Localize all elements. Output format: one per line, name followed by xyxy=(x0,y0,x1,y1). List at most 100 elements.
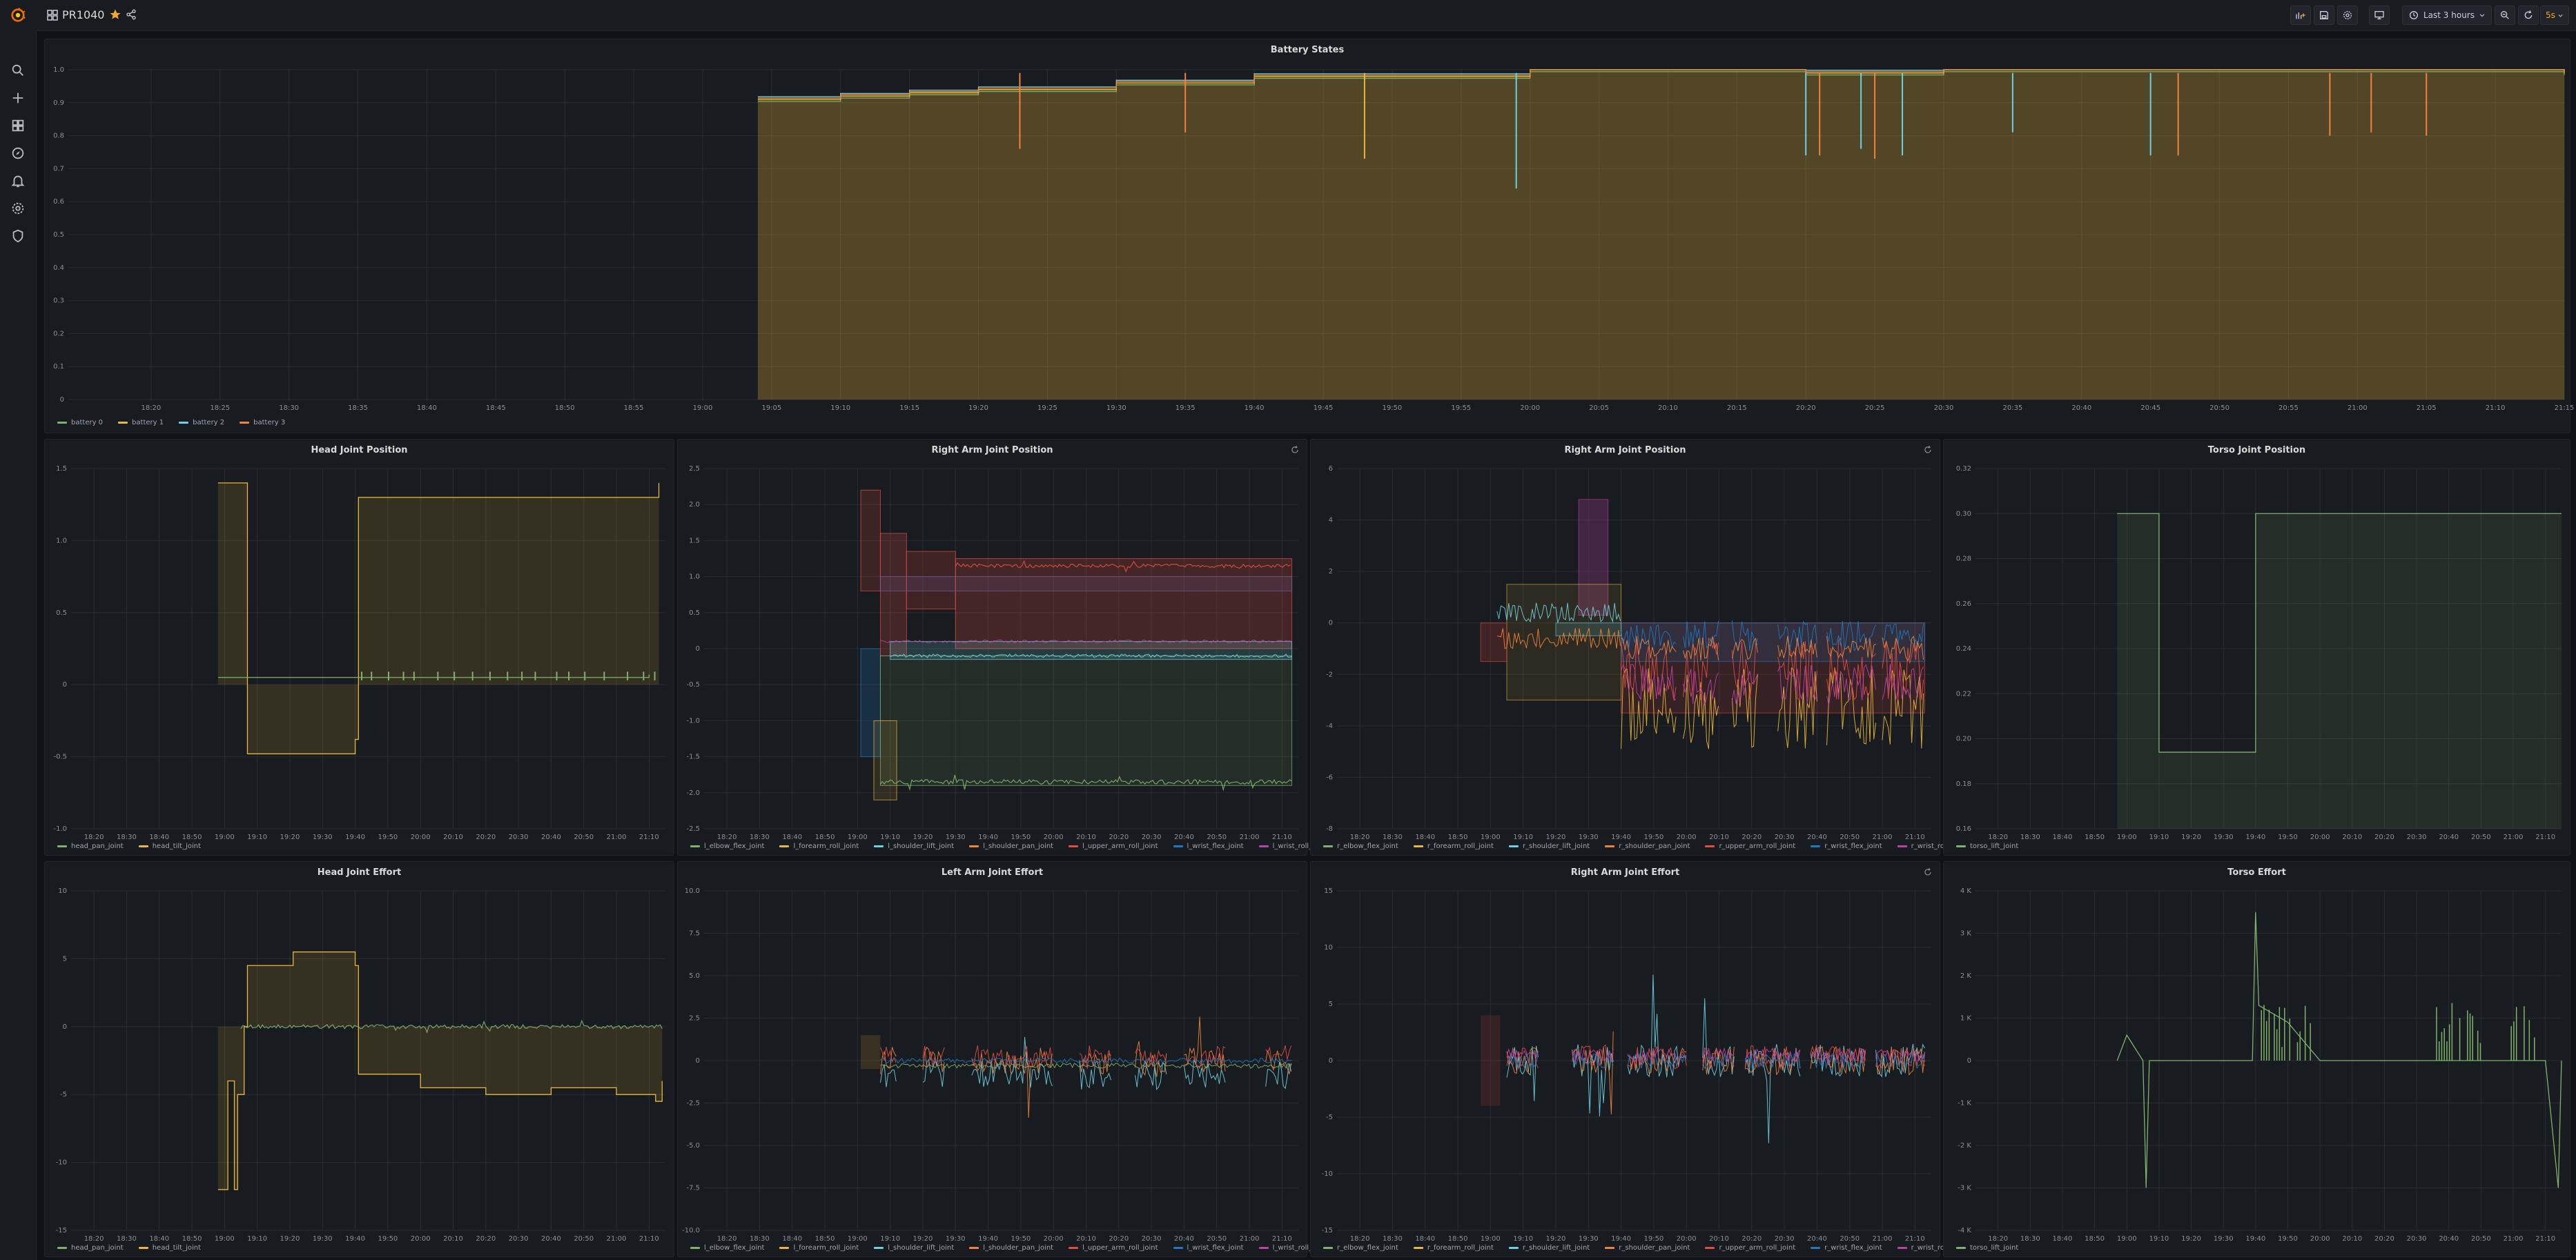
panel-title[interactable]: Head Joint Position xyxy=(311,445,408,455)
create-button[interactable] xyxy=(6,86,30,110)
legend-item[interactable]: r_elbow_flex_joint xyxy=(1323,1244,1398,1252)
refresh-icon[interactable] xyxy=(1290,445,1300,455)
refresh-icon[interactable] xyxy=(1923,867,1933,877)
chevron-down-icon xyxy=(2558,14,2563,17)
panel-title[interactable]: Left Arm Joint Effort xyxy=(941,867,1044,878)
x-tick-label: 18:20 xyxy=(1988,834,2008,841)
y-tick-label: 0 xyxy=(1967,1057,1971,1065)
x-tick-label: 20:10 xyxy=(1076,1235,1096,1243)
legend-item[interactable]: l_forearm_roll_joint xyxy=(779,1244,859,1252)
r-wrist-roll-effort xyxy=(1875,1049,1925,1062)
configuration-button[interactable] xyxy=(6,196,30,221)
legend-label: l_wrist_flex_joint xyxy=(1187,1244,1244,1252)
x-tick-label: 18:30 xyxy=(2020,834,2040,841)
legend-label: head_pan_joint xyxy=(71,1244,124,1252)
x-tick-label: 19:00 xyxy=(215,834,235,841)
legend-item[interactable]: battery 2 xyxy=(179,419,224,426)
refresh-interval-picker[interactable]: 5s xyxy=(2540,6,2569,25)
x-tick-label: 20:30 xyxy=(2407,1235,2427,1243)
legend-label: r_wrist_flex_joint xyxy=(1824,843,1882,850)
server-admin-button[interactable] xyxy=(6,224,30,248)
legend-item[interactable]: r_shoulder_pan_joint xyxy=(1605,1244,1690,1252)
cycle-view-mode-button[interactable] xyxy=(2369,6,2390,25)
panel-title[interactable]: Torso Joint Position xyxy=(2207,445,2306,455)
r-upper-arm-roll-series xyxy=(1731,641,1758,699)
add-panel-button[interactable] xyxy=(2290,6,2311,25)
legend-item[interactable]: r_wrist_roll_joint xyxy=(1897,843,1967,850)
legend-item[interactable]: r_forearm_roll_joint xyxy=(1413,1244,1494,1252)
legend-item[interactable]: l_wrist_roll_joint xyxy=(1258,1244,1327,1252)
save-dashboard-button[interactable] xyxy=(2314,6,2334,25)
legend-item[interactable]: l_elbow_flex_joint xyxy=(690,843,764,850)
y-tick-label: -4 xyxy=(1326,722,1333,730)
legend-item[interactable]: r_upper_arm_roll_joint xyxy=(1705,1244,1795,1252)
star-icon[interactable] xyxy=(109,8,121,21)
legend-item[interactable]: r_wrist_roll_joint xyxy=(1897,1244,1967,1252)
x-tick-label: 20:00 xyxy=(2310,834,2330,841)
x-tick-label: 18:40 xyxy=(2053,1235,2073,1243)
alerting-button[interactable] xyxy=(6,168,30,193)
legend-label: l_forearm_roll_joint xyxy=(793,1244,859,1252)
x-tick-label: 21:10 xyxy=(1272,834,1292,841)
legend-item[interactable]: r_wrist_flex_joint xyxy=(1811,1244,1882,1252)
share-icon[interactable] xyxy=(126,9,137,20)
x-tick-label: 20:40 xyxy=(1807,1235,1827,1243)
dashboard-settings-button[interactable] xyxy=(2337,6,2358,25)
panel-title[interactable]: Battery States xyxy=(1270,45,1345,55)
legend-item[interactable]: r_shoulder_lift_joint xyxy=(1508,843,1590,850)
explore-button[interactable] xyxy=(6,141,30,166)
legend-item[interactable]: battery 0 xyxy=(57,419,103,426)
refresh-icon[interactable] xyxy=(1923,445,1933,455)
legend-item[interactable]: r_shoulder_pan_joint xyxy=(1605,843,1690,850)
panel-title[interactable]: Right Arm Joint Position xyxy=(1564,445,1686,455)
time-picker-button[interactable]: Last 3 hours xyxy=(2402,6,2492,25)
x-tick-label: 19:20 xyxy=(1546,834,1566,841)
x-tick-label: 20:30 xyxy=(1142,834,1162,841)
x-tick-label: 19:00 xyxy=(1481,834,1501,841)
legend-item[interactable]: l_wrist_flex_joint xyxy=(1173,843,1244,850)
legend-item[interactable]: l_wrist_roll_joint xyxy=(1258,843,1327,850)
legend-label: l_shoulder_lift_joint xyxy=(888,1244,955,1252)
legend-item[interactable]: l_shoulder_pan_joint xyxy=(969,843,1053,850)
legend-item[interactable]: battery 1 xyxy=(118,419,164,426)
dashboards-button[interactable] xyxy=(6,113,30,138)
panel-title[interactable]: Right Arm Joint Position xyxy=(931,445,1053,455)
zoom-out-button[interactable] xyxy=(2495,6,2515,25)
legend-item[interactable]: l_shoulder_lift_joint xyxy=(874,843,954,850)
legend-item[interactable]: head_pan_joint xyxy=(57,843,124,850)
x-tick-label: 20:00 xyxy=(411,834,431,841)
legend-item[interactable]: l_shoulder_pan_joint xyxy=(969,1244,1053,1252)
x-tick-label: 20:00 xyxy=(1677,834,1697,841)
dashboard-title[interactable]: PR1040 xyxy=(62,8,105,21)
legend-item[interactable]: l_wrist_flex_joint xyxy=(1173,1244,1244,1252)
y-tick-label: 7.5 xyxy=(689,930,700,938)
legend-item[interactable]: head_tilt_joint xyxy=(138,843,201,850)
search-button[interactable] xyxy=(6,58,30,83)
legend-item[interactable]: l_upper_arm_roll_joint xyxy=(1069,1244,1158,1252)
legend-item[interactable]: l_upper_arm_roll_joint xyxy=(1069,843,1158,850)
x-tick-label: 19:30 xyxy=(1579,834,1599,841)
legend-item[interactable]: r_upper_arm_roll_joint xyxy=(1705,843,1795,850)
x-tick-label: 19:30 xyxy=(2214,834,2234,841)
panel-title[interactable]: Right Arm Joint Effort xyxy=(1570,867,1680,878)
legend-item[interactable]: r_elbow_flex_joint xyxy=(1323,843,1398,850)
legend-item[interactable]: head_tilt_joint xyxy=(138,1244,201,1252)
legend-item[interactable]: l_forearm_roll_joint xyxy=(779,843,859,850)
legend-item[interactable]: torso_lift_joint xyxy=(1956,1244,2018,1252)
panel-title[interactable]: Head Joint Effort xyxy=(317,867,402,878)
chart-legend: torso_lift_joint xyxy=(1956,1244,2018,1252)
legend-item[interactable]: r_wrist_flex_joint xyxy=(1811,843,1882,850)
legend-item[interactable]: battery 3 xyxy=(240,419,285,426)
legend-item[interactable]: l_shoulder_lift_joint xyxy=(874,1244,954,1252)
legend-swatch xyxy=(57,845,67,847)
legend-item[interactable]: r_forearm_roll_joint xyxy=(1413,843,1494,850)
legend-item[interactable]: head_pan_joint xyxy=(57,1244,124,1252)
x-tick-label: 21:10 xyxy=(1272,1235,1292,1243)
refresh-button[interactable] xyxy=(2518,6,2539,25)
legend-item[interactable]: l_elbow_flex_joint xyxy=(690,1244,764,1252)
legend-item[interactable]: r_shoulder_lift_joint xyxy=(1508,1244,1590,1252)
panel-title[interactable]: Torso Effort xyxy=(2227,867,2286,878)
legend-item[interactable]: torso_lift_joint xyxy=(1956,843,2018,850)
l-shoulder-lift-effort xyxy=(1265,1062,1292,1090)
grafana-logo[interactable] xyxy=(6,3,30,28)
